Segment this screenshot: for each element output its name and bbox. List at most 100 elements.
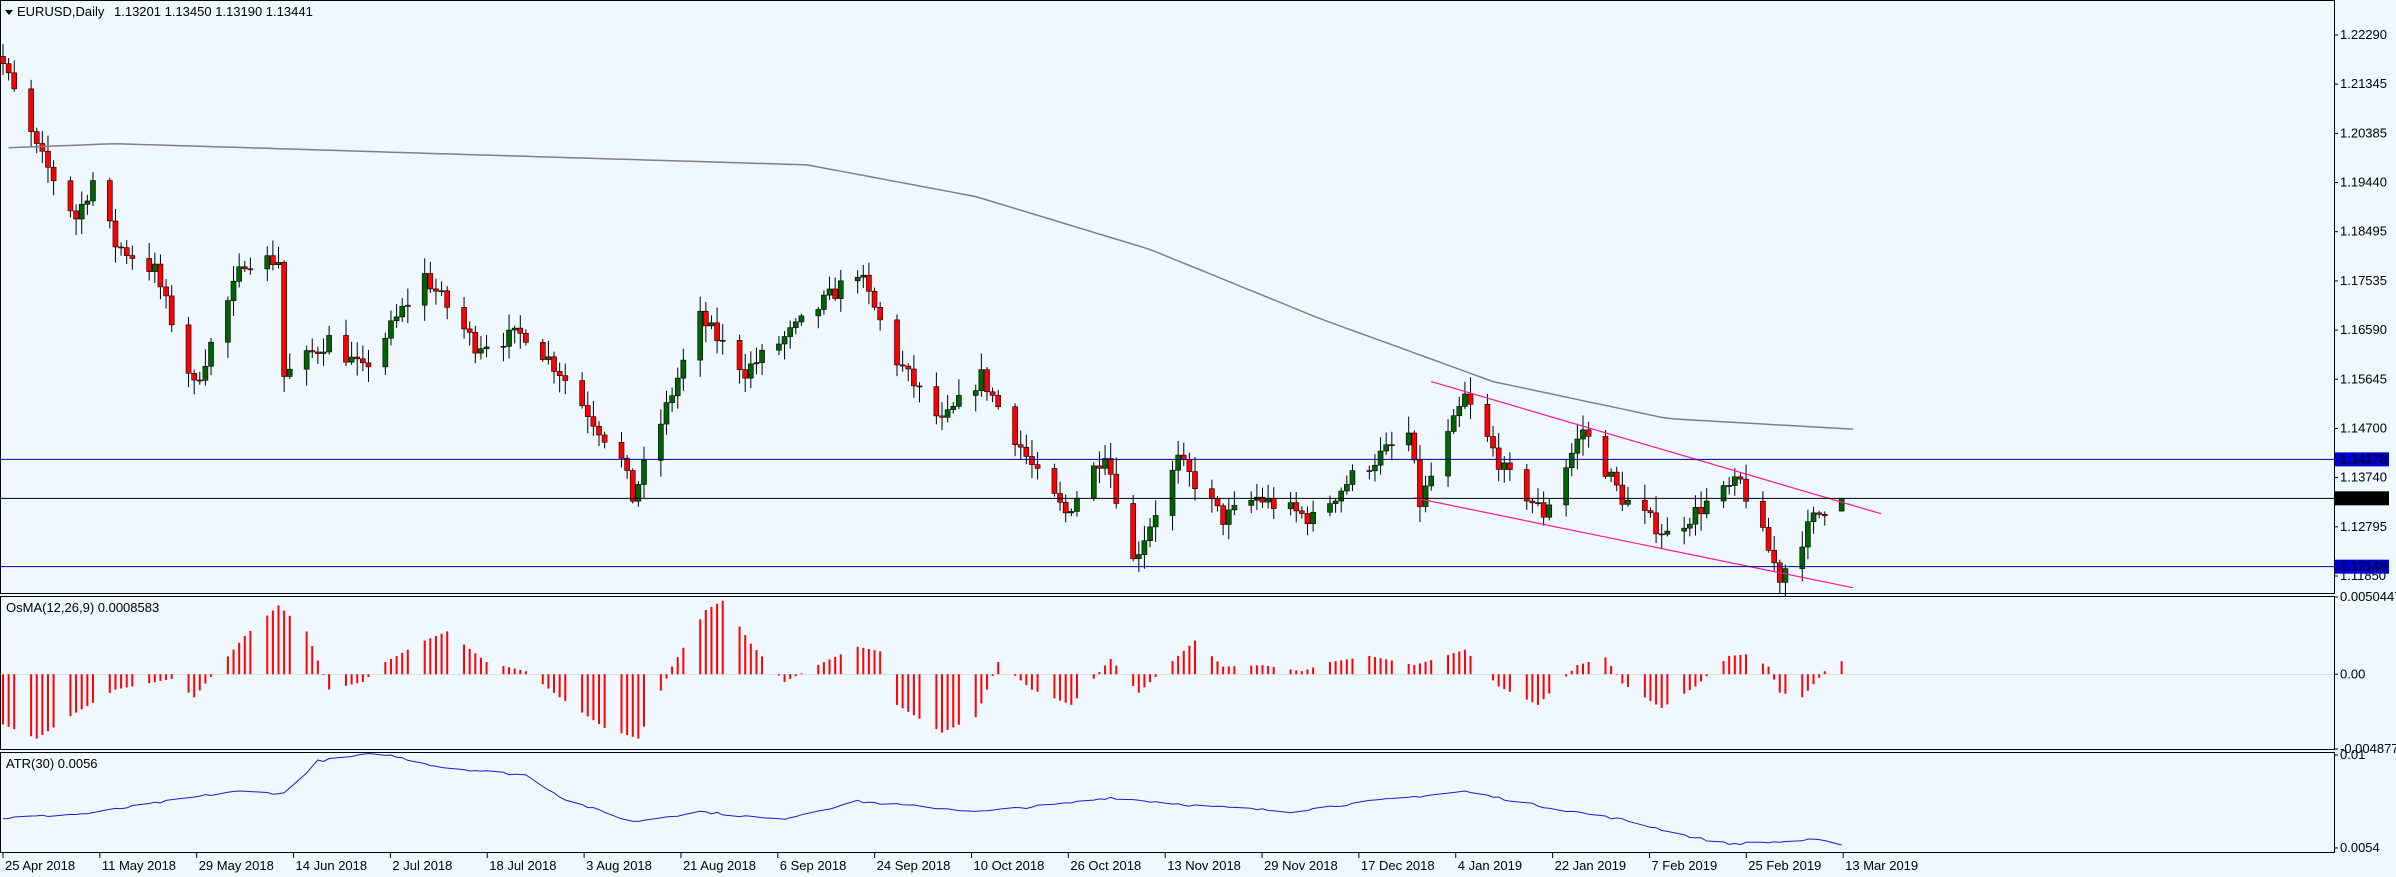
price-tick-label: 1.13740 bbox=[2340, 470, 2387, 485]
bull-candle bbox=[236, 266, 242, 282]
bull-candle bbox=[1805, 521, 1811, 548]
bear-candle bbox=[365, 362, 372, 368]
bull-candle bbox=[506, 329, 512, 347]
bull-candle bbox=[208, 341, 214, 367]
time-tick-label: 3 Aug 2018 bbox=[586, 858, 652, 873]
bear-candle bbox=[933, 386, 940, 417]
bull-candle bbox=[860, 274, 867, 278]
bear-candle bbox=[472, 332, 479, 354]
bear-candle bbox=[427, 273, 434, 290]
bear-candle bbox=[1270, 498, 1277, 509]
bull-candle bbox=[84, 200, 91, 205]
bull-candle bbox=[663, 402, 670, 425]
bear-candle bbox=[1304, 513, 1311, 525]
bear-candle bbox=[118, 246, 124, 249]
bear-candle bbox=[1220, 505, 1226, 525]
bear-candle bbox=[517, 327, 524, 334]
bear-candle bbox=[1490, 436, 1496, 449]
time-tick-label: 18 Jul 2018 bbox=[489, 858, 556, 873]
bull-candle bbox=[793, 321, 799, 328]
bull-candle bbox=[1327, 503, 1333, 513]
bear-candle bbox=[1619, 484, 1626, 505]
bull-candle bbox=[90, 180, 96, 202]
bear-candle bbox=[360, 358, 366, 364]
time-tick-label: 14 Jun 2018 bbox=[296, 858, 368, 873]
time-tick-label: 13 Mar 2019 bbox=[1845, 858, 1918, 873]
bull-candle bbox=[438, 290, 445, 293]
bull-candle bbox=[1501, 462, 1508, 470]
bear-candle bbox=[67, 180, 74, 212]
bear-candle bbox=[1523, 469, 1530, 502]
bear-candle bbox=[1653, 512, 1659, 535]
bear-candle bbox=[309, 350, 316, 353]
bear-candle bbox=[5, 63, 12, 74]
time-tick-label: 7 Feb 2019 bbox=[1651, 858, 1717, 873]
bear-candle bbox=[601, 434, 608, 443]
bull-candle bbox=[326, 335, 332, 353]
bear-candle bbox=[33, 131, 40, 144]
time-tick-label: 26 Oct 2018 bbox=[1070, 858, 1141, 873]
bear-candle bbox=[590, 416, 597, 427]
bear-candle bbox=[1821, 514, 1828, 517]
bear-candle bbox=[433, 288, 439, 292]
bear-candle bbox=[1602, 435, 1609, 477]
bull-candle bbox=[1248, 499, 1255, 506]
bear-candle bbox=[703, 310, 709, 327]
bull-candle bbox=[821, 294, 827, 310]
bear-candle bbox=[714, 322, 720, 342]
bull-candle bbox=[854, 276, 861, 282]
bull-candle bbox=[388, 320, 394, 339]
bear-candle bbox=[1658, 533, 1665, 536]
bear-candle bbox=[315, 351, 321, 354]
atr-line bbox=[2, 752, 1842, 846]
osma-pane-frame bbox=[0, 596, 2335, 750]
bull-candle bbox=[1231, 505, 1238, 511]
bull-candle bbox=[1445, 431, 1451, 477]
bear-candle bbox=[556, 371, 563, 376]
price-tick-label: 1.16590 bbox=[2340, 322, 2387, 337]
support-price-label: 1.12148 bbox=[2340, 559, 2387, 574]
bull-candle bbox=[1405, 432, 1412, 446]
bear-candle bbox=[1214, 498, 1221, 507]
atr-tick-label: 0.01 bbox=[2340, 747, 2365, 762]
bull-candle bbox=[787, 327, 793, 337]
bear-candle bbox=[989, 391, 996, 396]
bear-candle bbox=[1771, 550, 1777, 564]
bull-candle bbox=[1225, 509, 1232, 525]
bull-candle bbox=[635, 484, 642, 502]
bull-candle bbox=[1428, 475, 1434, 487]
bull-candle bbox=[680, 359, 687, 379]
bear-candle bbox=[1743, 478, 1749, 502]
price-pane bbox=[0, 44, 2334, 597]
bull-candle bbox=[1810, 512, 1817, 522]
bull-candle bbox=[753, 362, 760, 365]
bear-candle bbox=[1259, 496, 1266, 503]
bear-candle bbox=[742, 369, 749, 379]
bear-candle bbox=[1467, 393, 1474, 405]
bear-candle bbox=[1647, 510, 1654, 514]
bull-candle bbox=[230, 280, 237, 301]
bull-candle bbox=[1546, 504, 1553, 518]
bear-candle bbox=[1293, 502, 1300, 512]
bull-candle bbox=[202, 365, 209, 381]
bull-candle bbox=[1141, 540, 1148, 555]
bear-candle bbox=[905, 365, 912, 370]
bear-candle bbox=[45, 150, 51, 168]
bear-candle bbox=[995, 395, 1002, 408]
bull-candle bbox=[1372, 464, 1378, 472]
bear-candle bbox=[444, 290, 450, 308]
time-tick-label: 29 May 2018 bbox=[199, 858, 274, 873]
osma-tick-label: -0.0048771 bbox=[2340, 741, 2396, 756]
bull-candle bbox=[1135, 554, 1142, 560]
triangle-down-icon[interactable] bbox=[5, 10, 13, 15]
bear-candle bbox=[1389, 444, 1395, 447]
bear-candle bbox=[157, 263, 164, 288]
bull-candle bbox=[978, 369, 985, 391]
bear-candle bbox=[1366, 470, 1373, 472]
resistance-price-label-box bbox=[2335, 452, 2389, 467]
bull-candle bbox=[303, 350, 310, 370]
bull-candle bbox=[1732, 476, 1738, 486]
bull-candle bbox=[405, 304, 411, 307]
bear-candle bbox=[1096, 465, 1103, 469]
